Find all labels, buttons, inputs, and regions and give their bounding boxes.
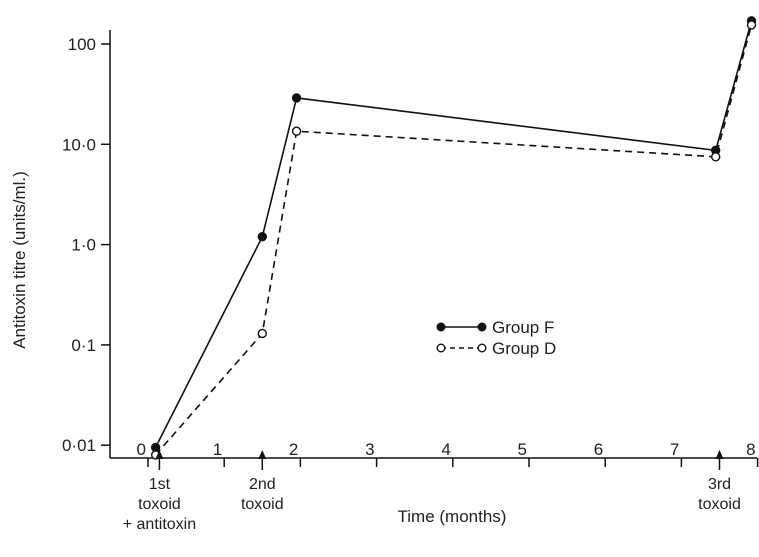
series-layer	[150, 16, 757, 460]
x-ticks: 0 1 2 3 4 5 6 7 8	[137, 440, 759, 467]
series-group-f	[150, 16, 757, 453]
arrow-head	[155, 450, 164, 459]
series-line	[154, 24, 753, 456]
x-tick-label: 0	[137, 440, 146, 459]
y-ticks: 0·01 0·1 1·0 10·0 100	[62, 35, 110, 455]
axes	[109, 30, 757, 459]
arrow-head	[258, 450, 267, 459]
legend-marker	[436, 343, 446, 353]
x-tick-label: 3	[365, 440, 374, 459]
legend-marker	[477, 322, 487, 332]
annotation-text: 3rd	[708, 476, 731, 493]
annotation: 1st toxoid + antitoxin	[123, 450, 196, 533]
annotation-text: + antitoxin	[123, 516, 196, 533]
y-tick-label: 0·01	[62, 436, 96, 455]
data-point	[291, 126, 302, 136]
data-point	[257, 328, 267, 339]
legend-label: Group D	[492, 339, 556, 358]
x-tick-label: 6	[594, 440, 603, 459]
legend-marker	[477, 343, 487, 353]
data-point	[746, 20, 757, 30]
series-line	[154, 20, 753, 448]
annotation-text: 1st	[149, 476, 171, 493]
y-tick-label: 10·0	[62, 135, 96, 154]
data-point	[257, 231, 267, 242]
x-tick-label: 4	[441, 440, 450, 459]
data-point	[710, 152, 721, 162]
y-tick-label: 0·1	[71, 336, 96, 355]
legend-item: Group D	[436, 339, 556, 358]
annotation-text: toxoid	[241, 496, 284, 513]
x-tick-label: 5	[518, 440, 527, 459]
annotations: 1st toxoid + antitoxin 2nd toxoid 3rd toxoid	[123, 450, 741, 533]
y-tick-label: 1·0	[71, 236, 96, 255]
legend-item: Group F	[436, 318, 554, 337]
legend-label: Group F	[492, 318, 554, 337]
legend: Group F Group D	[436, 318, 556, 358]
arrow-head	[715, 450, 724, 459]
annotation-text: toxoid	[698, 496, 741, 513]
x-tick-label: 7	[670, 440, 679, 459]
y-tick-label: 100	[68, 35, 96, 54]
annotation: 3rd toxoid	[698, 450, 741, 513]
legend-marker	[436, 322, 446, 332]
series-group-d	[150, 20, 757, 460]
y-axis-title: Antitoxin titre (units/ml.)	[10, 171, 29, 349]
x-tick-label: 8	[746, 440, 755, 459]
annotation-text: toxoid	[138, 496, 181, 513]
data-point	[291, 93, 302, 103]
annotation: 2nd toxoid	[241, 450, 284, 513]
x-tick-label: 1	[213, 440, 222, 459]
annotation-text: 2nd	[249, 476, 276, 493]
x-axis-title: Time (months)	[398, 507, 507, 526]
x-tick-label: 2	[289, 440, 298, 459]
